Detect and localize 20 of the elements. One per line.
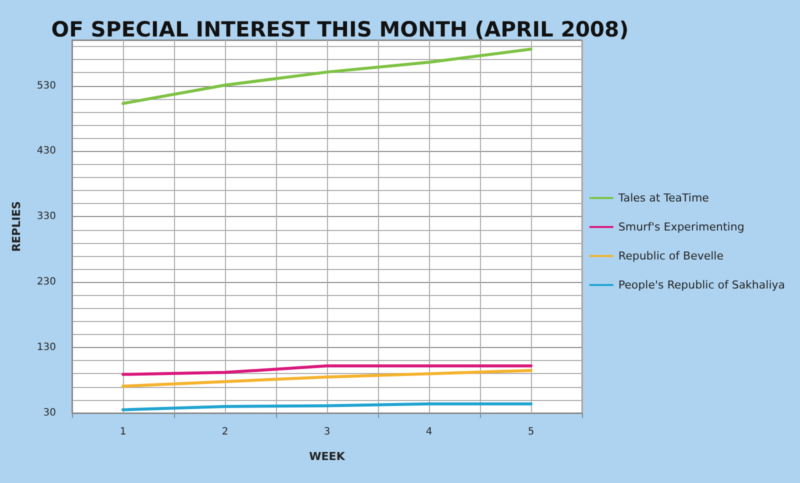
line-series	[122, 48, 532, 105]
y-tick-label: 330	[36, 211, 56, 222]
x-tick-label: 3	[324, 426, 330, 438]
legend-label: Republic of Bevelle	[618, 250, 724, 262]
y-tick-label: 230	[36, 276, 56, 288]
y-tick-label: 530	[36, 80, 56, 92]
legend-label: Tales at TeaTime	[617, 192, 710, 204]
legend-label: Smurf's Experimenting	[618, 220, 744, 234]
legend-label: People's Republic of Sakhaliya	[618, 278, 786, 292]
x-tick-label: 1	[120, 426, 126, 438]
y-tick-label: 30	[43, 408, 56, 418]
y-tick-label: 130	[36, 342, 56, 354]
y-axis-title: REPLIES	[10, 201, 23, 252]
x-tick-label: 5	[528, 426, 534, 438]
x-tick-label: 2	[222, 426, 228, 438]
y-tick-label: 430	[36, 146, 56, 157]
x-axis-title: WEEK	[309, 450, 346, 463]
line-series	[122, 368, 532, 388]
chart-title: OF SPECIAL INTEREST THIS MONTH (APRIL 2008)	[51, 18, 629, 42]
x-tick-label: 4	[426, 426, 432, 438]
